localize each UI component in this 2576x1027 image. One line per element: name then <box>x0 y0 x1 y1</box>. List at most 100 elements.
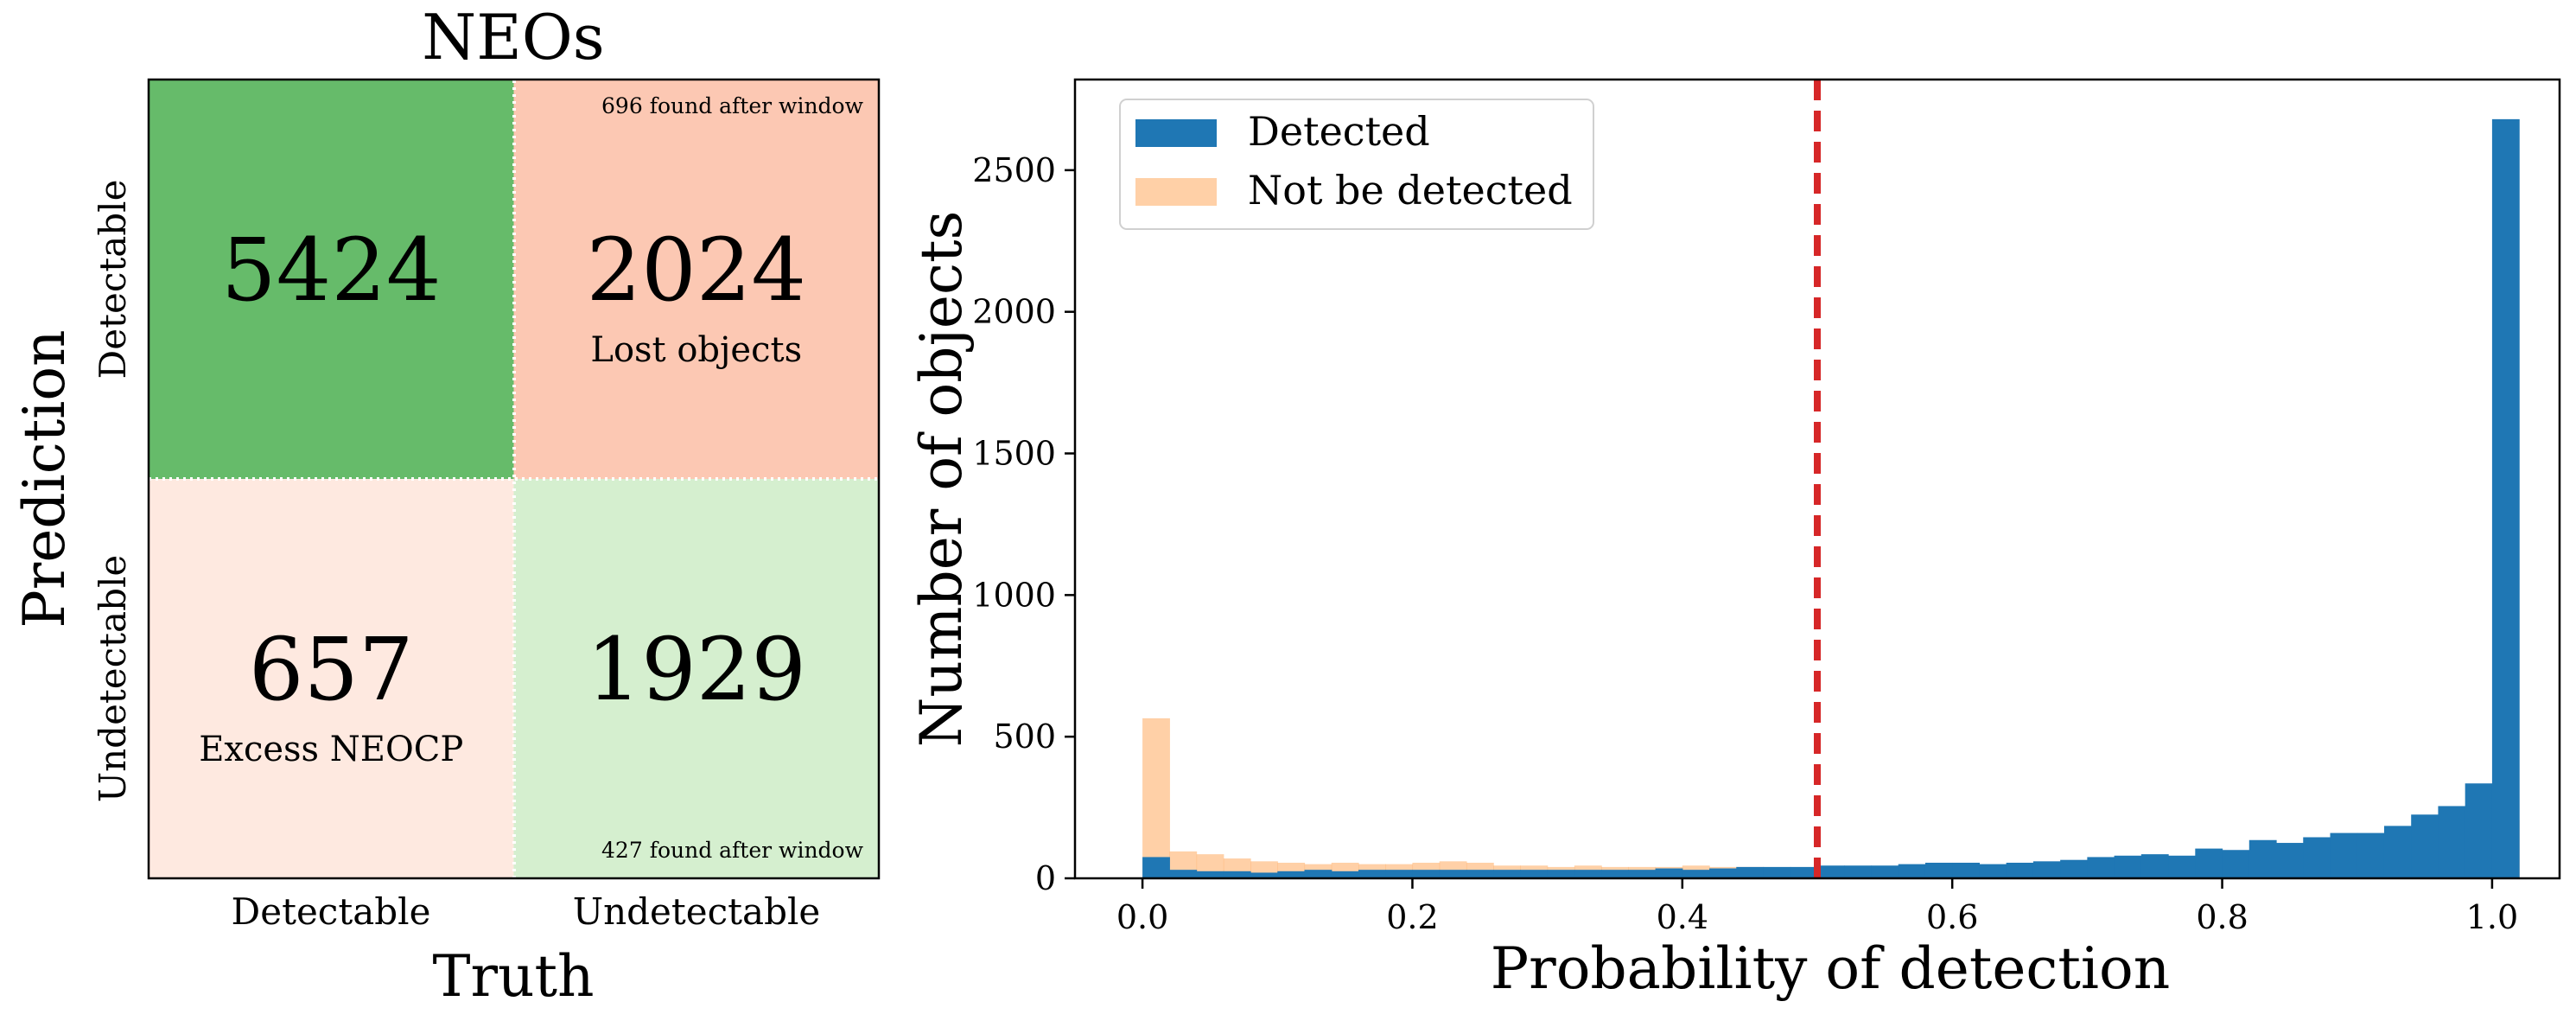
histogram-ytick-label: 500 <box>993 718 1056 756</box>
histogram-bar-detected <box>2357 832 2385 878</box>
histogram-xtick-label: 1.0 <box>2466 898 2518 936</box>
histogram-bar-detected <box>2060 859 2088 878</box>
histogram-bar-detected <box>1169 870 1198 878</box>
histogram-xlabel: Probability of detection <box>1491 935 2171 1002</box>
cm-cell-note: 696 found after window <box>601 93 864 118</box>
histogram-bar-detected <box>2114 855 2142 878</box>
cm-cell-label: Excess NEOCP <box>199 730 463 769</box>
cm-cell-value: 1929 <box>587 619 807 720</box>
histogram-ytick-label: 0 <box>1035 859 1056 897</box>
legend-label-not-detected: Not be detected <box>1248 167 1573 214</box>
histogram-bar-detected <box>1979 864 2007 878</box>
confusion-matrix: NEOs 5424 2024 Lost objects 696 found after… <box>11 1 881 1010</box>
histogram-xtick-label: 0.4 <box>1657 898 1708 936</box>
histogram-bar-detected <box>2006 862 2034 878</box>
cm-cell-r1-c0 <box>149 479 514 878</box>
histogram-bar-detected <box>1628 870 1657 878</box>
legend-box <box>1119 99 1594 230</box>
histogram-bar-detected <box>1358 870 1386 878</box>
cm-cell-value: 2024 <box>587 220 807 321</box>
cm-cell-r0-c1 <box>513 80 879 479</box>
histogram-ytick-label: 1500 <box>972 435 1056 473</box>
legend-swatch-not-detected <box>1135 178 1217 206</box>
histogram-bar-detected <box>1142 857 1170 878</box>
histogram-bar-detected <box>1439 870 1467 878</box>
histogram-bar-detected <box>1871 865 1899 878</box>
histogram-frame <box>1073 78 2561 880</box>
histogram-bar-detected <box>1547 870 1575 878</box>
histogram-bar-detected <box>1250 872 1278 878</box>
histogram-bar-detected <box>1520 870 1549 878</box>
histogram-bar-detected <box>1898 864 1926 878</box>
histogram-bars-detected <box>1142 118 2520 879</box>
histogram-bar-detected <box>1763 866 1791 878</box>
legend-label-detected: Detected <box>1248 108 1430 155</box>
cm-xtick-undetectable: Undetectable <box>573 890 821 933</box>
histogram-ytick-label: 1000 <box>972 576 1056 614</box>
histogram-bar-detected <box>2303 837 2331 878</box>
histogram-bar-detected <box>1844 865 1873 878</box>
cm-ylabel: Prediction <box>11 329 78 628</box>
histogram-x-ticks: 0.0 0.2 0.4 0.6 0.8 1.0 <box>1116 878 2518 936</box>
cm-cell-value: 5424 <box>221 220 442 321</box>
histogram-bar-detected <box>2168 855 2196 878</box>
histogram-bar-detected <box>2438 806 2466 878</box>
histogram-bar-detected <box>1655 868 1683 878</box>
histogram-bar-detected <box>1493 870 1521 878</box>
histogram-bar-detected <box>2330 832 2358 878</box>
histogram-bar-detected <box>2383 826 2412 878</box>
histogram-bar-detected <box>2222 850 2250 878</box>
histogram-bar-detected <box>1331 871 1359 878</box>
histogram-bar-detected <box>2087 857 2115 878</box>
cm-cells: 5424 2024 Lost objects 696 found after wind… <box>149 80 879 878</box>
histogram-bar-detected <box>2248 839 2277 878</box>
cm-ytick-detectable: Detectable <box>92 180 134 380</box>
histogram-y-ticks: 0 500 1000 1500 2000 2500 <box>972 151 1075 897</box>
histogram-ytick-label: 2500 <box>972 151 1056 189</box>
histogram-bar-detected <box>1601 870 1629 878</box>
histogram-bar-detected <box>1466 870 1494 878</box>
histogram-bar-detected <box>1304 870 1333 878</box>
legend: Detected Not be detected <box>1119 99 1594 230</box>
histogram-bar-detected <box>2195 848 2223 878</box>
cm-cell-label: Lost objects <box>590 330 802 370</box>
histogram-bar-detected <box>1574 870 1602 878</box>
cm-xtick-detectable: Detectable <box>232 890 431 933</box>
cm-cell-r0-c0 <box>149 80 514 479</box>
histogram-bar-detected <box>2032 861 2061 878</box>
cm-ytick-undetectable: Undetectable <box>92 555 134 803</box>
cm-frame <box>147 78 881 880</box>
cm-cell-note: 427 found after window <box>601 838 864 863</box>
cm-cell-value: 657 <box>249 619 414 720</box>
histogram-bar-detected <box>1736 866 1765 878</box>
histogram-bar-detected <box>1952 862 1981 878</box>
histogram-xtick-label: 0.6 <box>1926 898 1978 936</box>
histogram-bar-detected <box>1709 868 1737 878</box>
histogram-bar-detected <box>1277 871 1306 878</box>
histogram-ylabel: Number of objects <box>908 211 975 748</box>
histogram-bar-detected <box>2465 783 2493 878</box>
legend-swatch-detected <box>1135 119 1217 147</box>
cm-title: NEOs <box>422 1 605 73</box>
histogram-bar-detected <box>1817 865 1845 878</box>
histogram-bar-detected <box>1924 862 1953 878</box>
histogram-xtick-label: 0.8 <box>2196 898 2248 936</box>
histogram-bar-detected <box>2491 118 2520 879</box>
histogram-bar-not-detected <box>1142 718 1170 878</box>
histogram-bar-detected <box>1412 870 1441 878</box>
histogram-xtick-label: 0.0 <box>1116 898 1168 936</box>
histogram-bar-detected <box>2411 814 2439 878</box>
histogram-xtick-label: 0.2 <box>1386 898 1438 936</box>
histogram-bar-detected <box>1385 870 1414 878</box>
cm-xlabel: Truth <box>432 943 594 1010</box>
histogram-bar-detected <box>2276 843 2304 878</box>
histogram-bar-detected <box>1223 871 1251 878</box>
histogram-bar-detected <box>2140 854 2169 878</box>
histogram-bar-detected <box>1196 871 1224 878</box>
histogram-ytick-label: 2000 <box>972 293 1056 331</box>
histogram-bar-detected <box>1682 870 1710 878</box>
cm-cell-r1-c1 <box>513 479 879 878</box>
histogram-bar-detected <box>1790 866 1818 878</box>
